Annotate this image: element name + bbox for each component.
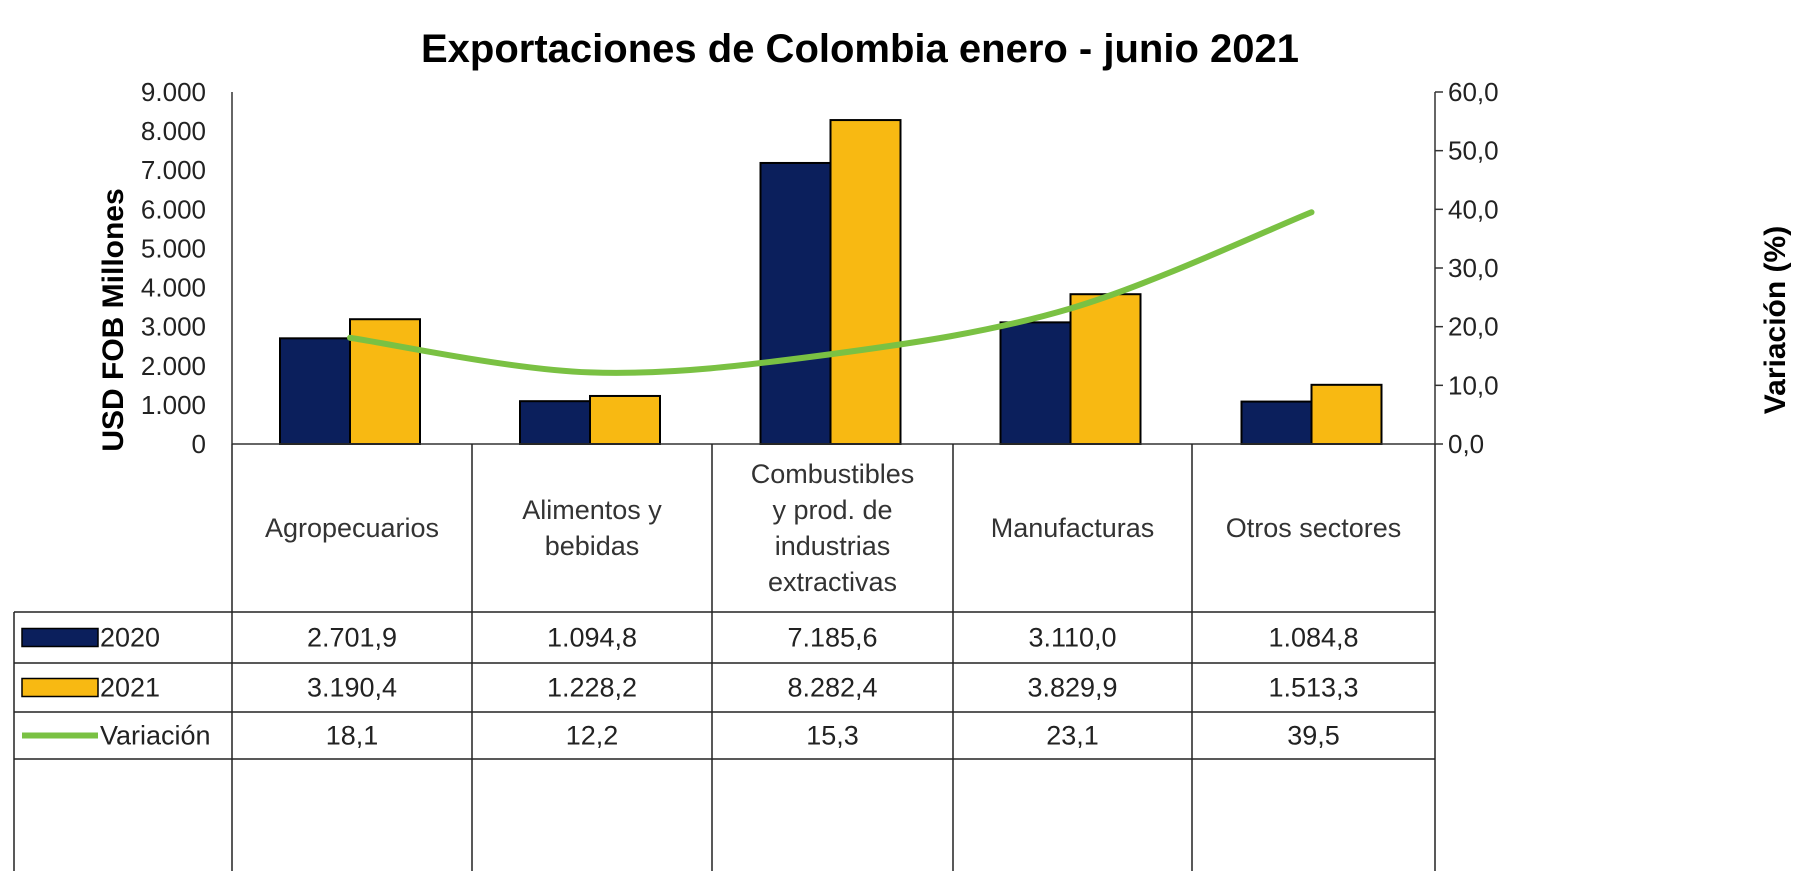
table-value: 1.084,8 <box>1268 623 1358 653</box>
y-tick-label: 7.000 <box>141 155 206 185</box>
y2-tick-label: 30,0 <box>1448 253 1499 283</box>
legend-label: 2020 <box>100 623 160 653</box>
bar-marks <box>279 119 1383 446</box>
category-label: Otros sectores <box>1226 513 1402 543</box>
category-label-line: bebidas <box>545 531 640 561</box>
legend-label: 2021 <box>100 673 160 703</box>
y2-axis-ticks: 60,0 50,0 40,0 30,0 20,0 10,0 0,0 <box>1435 77 1499 459</box>
y-tick-label: 3.000 <box>141 312 206 342</box>
category-label-line: industrias <box>775 531 891 561</box>
data-table: Agropecuarios Alimentos y bebidas Combustib… <box>13 444 1436 871</box>
table-value: 12,2 <box>566 721 619 751</box>
y2-tick-label: 10,0 <box>1448 370 1499 400</box>
y2-tick-label: 20,0 <box>1448 312 1499 342</box>
category-label: Agropecuarios <box>265 513 439 543</box>
bar-2020 <box>1240 400 1313 445</box>
category-label-line: y prod. de <box>772 495 892 525</box>
y-tick-label: 4.000 <box>141 273 206 303</box>
y2-tick-label: 40,0 <box>1448 194 1499 224</box>
category-label: Manufacturas <box>991 513 1155 543</box>
bar-2021 <box>1069 293 1142 445</box>
table-value: 3.190,4 <box>307 673 397 703</box>
y-tick-label: 6.000 <box>141 194 206 224</box>
y2-tick-label: 60,0 <box>1448 77 1499 107</box>
table-value: 8.282,4 <box>787 673 877 703</box>
category-label-line: Manufacturas <box>991 513 1155 543</box>
y-axis-ticks: 9.000 8.000 7.000 6.000 5.000 4.000 3.000 2.000… <box>141 77 206 459</box>
variation-line <box>347 209 1315 376</box>
table-value: 23,1 <box>1046 721 1099 751</box>
legend-label: Variación <box>100 721 211 751</box>
bar-2020 <box>519 400 591 445</box>
bar-2020 <box>999 321 1072 445</box>
category-label-line: Otros sectores <box>1226 513 1402 543</box>
y-tick-label: 8.000 <box>141 116 206 146</box>
y-tick-label: 9.000 <box>141 77 206 107</box>
category-label: Alimentos y bebidas <box>522 495 662 561</box>
bar-2021 <box>1310 383 1383 445</box>
category-label: Combustibles y prod. de industrias extracti… <box>751 459 915 597</box>
y-tick-label: 0 <box>192 429 206 459</box>
category-label-line: Agropecuarios <box>265 513 439 543</box>
y2-axis-title: Variación (%) <box>1759 226 1792 414</box>
legend-swatch-2020 <box>21 627 99 648</box>
table-value: 1.228,2 <box>547 673 637 703</box>
bar-2021 <box>589 394 661 446</box>
table-value: 3.829,9 <box>1027 673 1117 703</box>
y-tick-label: 5.000 <box>141 233 206 263</box>
table-value: 7.185,6 <box>787 623 877 653</box>
bar-2021 <box>829 119 902 445</box>
chart-title: Exportaciones de Colombia enero - junio … <box>421 27 1299 71</box>
table-value: 18,1 <box>326 721 379 751</box>
legend-swatch-2021 <box>21 677 99 698</box>
category-label-line: Combustibles <box>751 459 915 489</box>
table-value: 1.513,3 <box>1268 673 1358 703</box>
table-value: 39,5 <box>1287 721 1340 751</box>
table-value: 2.701,9 <box>307 623 397 653</box>
variation-line-path <box>347 209 1315 376</box>
y-tick-label: 1.000 <box>141 390 206 420</box>
category-label-line: Alimentos y <box>522 495 662 525</box>
y-tick-label: 2.000 <box>141 351 206 381</box>
bar-2020 <box>279 337 351 445</box>
category-label-line: extractivas <box>768 567 897 597</box>
axes <box>231 92 1436 445</box>
y-axis-title: USD FOB Millones <box>97 188 130 451</box>
bar-2020 <box>759 161 832 445</box>
table-value: 1.094,8 <box>547 623 637 653</box>
table-value: 15,3 <box>806 721 859 751</box>
y2-tick-label: 50,0 <box>1448 136 1499 166</box>
table-value: 3.110,0 <box>1028 623 1116 653</box>
y2-tick-label: 0,0 <box>1448 429 1484 459</box>
